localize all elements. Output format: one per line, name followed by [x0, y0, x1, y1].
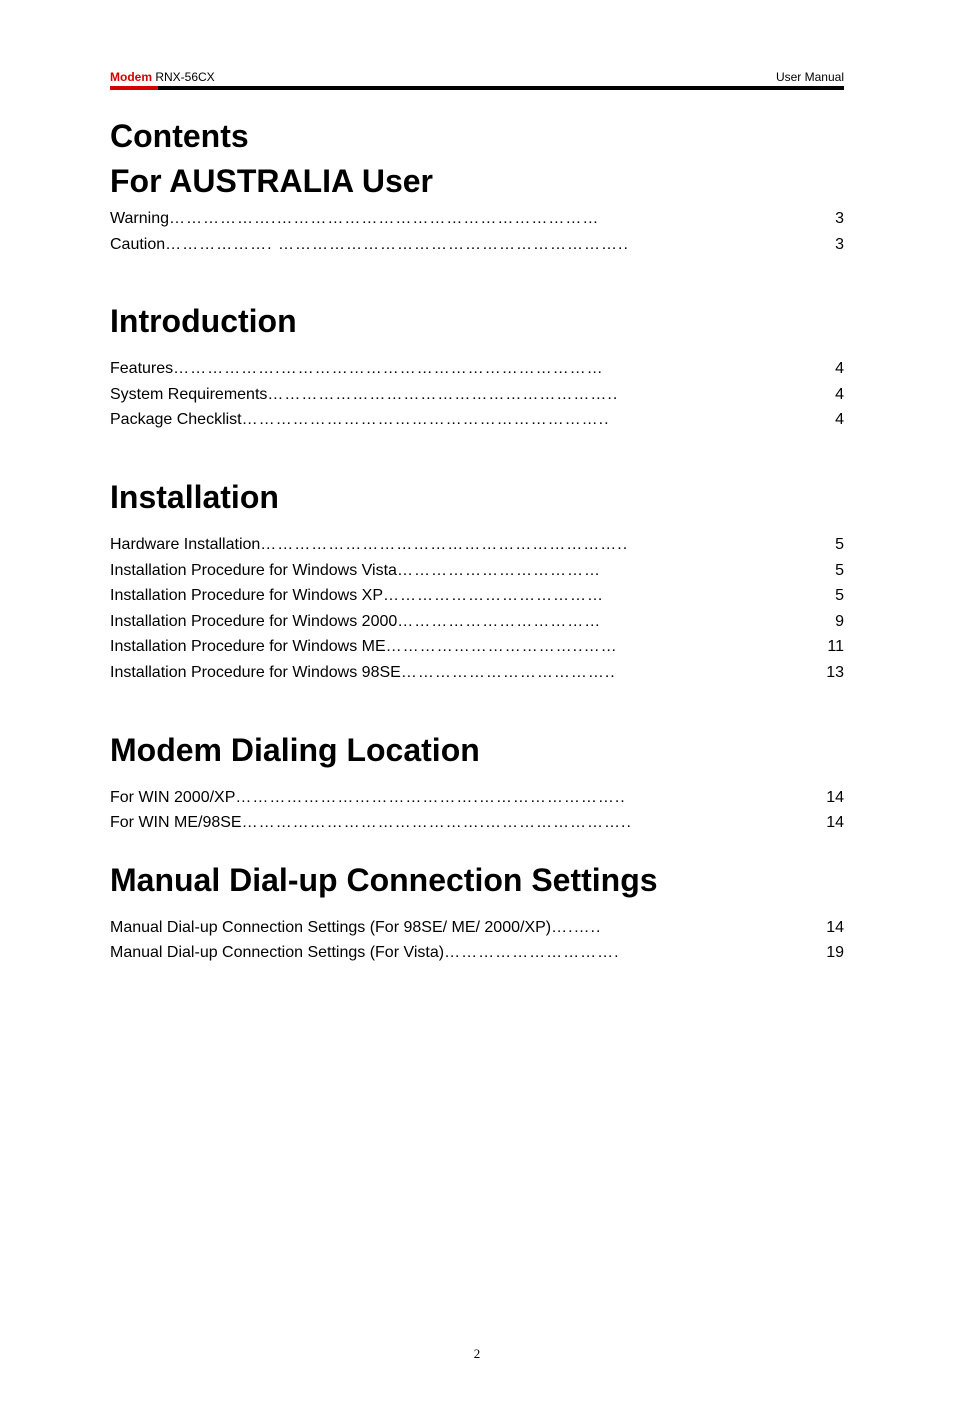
toc-page: 4 — [794, 407, 844, 433]
toc-label: Installation Procedure for Windows 2000 — [110, 609, 397, 635]
toc-leader: ….….. — [551, 915, 794, 941]
toc-page: 14 — [794, 785, 844, 811]
toc-row: Features ……………….…………………………………………………4 — [110, 356, 844, 382]
toc-leader: …………………………………………………….. — [267, 382, 794, 408]
toc-label: Hardware Installation — [110, 532, 260, 558]
toc-leader: ……………………………..…… — [386, 634, 794, 660]
toc-row: For WIN ME/98SE …………………………………….…………………….… — [110, 810, 844, 836]
toc-label: Installation Procedure for Windows Vista — [110, 558, 397, 584]
page-number: 2 — [110, 1346, 844, 1362]
toc-row: Manual Dial-up Connection Settings (For … — [110, 940, 844, 966]
toc-page: 9 — [794, 609, 844, 635]
contents-title: Contents — [110, 118, 844, 155]
toc-label: Manual Dial-up Connection Settings (For … — [110, 915, 551, 941]
section-heading: For AUSTRALIA User — [110, 163, 844, 200]
toc-page: 4 — [794, 382, 844, 408]
header-left: Modem RNX-56CX — [110, 70, 215, 84]
toc-leader: ……………………………………………………….. — [242, 407, 794, 433]
toc-page: 3 — [794, 232, 844, 258]
toc-row: For WIN 2000/XP …………………………………….…………………….… — [110, 785, 844, 811]
section-heading: Modem Dialing Location — [110, 732, 844, 769]
section-heading: Introduction — [110, 303, 844, 340]
header-model: RNX-56CX — [152, 70, 215, 84]
toc-leader: ……………….………………………………………………… — [173, 356, 794, 382]
toc-row: Installation Procedure for Windows Vista… — [110, 558, 844, 584]
toc-leader: …………………………………….…………………….. — [235, 785, 794, 811]
toc-row: Warning ……………….…………………………………………………3 — [110, 206, 844, 232]
toc-leader: …………………………………….…………………….. — [242, 810, 794, 836]
toc-leader: ……………………………………………………….. — [260, 532, 794, 558]
toc-page: 13 — [794, 660, 844, 686]
toc-row: Caution………………. ……………………………………………………..3 — [110, 232, 844, 258]
toc-page: 4 — [794, 356, 844, 382]
toc-label: For WIN ME/98SE — [110, 810, 242, 836]
toc-label: Caution — [110, 232, 165, 258]
toc-label: Features — [110, 356, 173, 382]
toc-label: Package Checklist — [110, 407, 242, 433]
toc-page: 14 — [794, 810, 844, 836]
toc-page: 5 — [794, 532, 844, 558]
toc-label: System Requirements — [110, 382, 267, 408]
page-container: Modem RNX-56CX User Manual Contents For … — [0, 0, 954, 1402]
header-bar: Modem RNX-56CX User Manual — [110, 70, 844, 86]
toc-label: Installation Procedure for Windows XP — [110, 583, 383, 609]
toc-label: Installation Procedure for Windows ME — [110, 634, 386, 660]
toc-leader: ………………………………… — [383, 583, 794, 609]
toc-leader: …………………………. — [444, 940, 794, 966]
header-rule — [110, 86, 844, 90]
section-heading: Manual Dial-up Connection Settings — [110, 862, 844, 899]
section-heading: Installation — [110, 479, 844, 516]
toc-page: 14 — [794, 915, 844, 941]
toc-label: For WIN 2000/XP — [110, 785, 235, 811]
header-brand: Modem — [110, 70, 152, 84]
toc-row: Hardware Installation ………………………………………………… — [110, 532, 844, 558]
toc-leader: ………………. …………………………………………………….. — [165, 232, 794, 258]
toc-label: Warning — [110, 206, 169, 232]
toc-page: 11 — [794, 634, 844, 660]
toc-row: Installation Procedure for Windows 2000…… — [110, 609, 844, 635]
toc-label: Manual Dial-up Connection Settings (For … — [110, 940, 444, 966]
toc-sections: For AUSTRALIA User Warning ……………….…………………… — [110, 163, 844, 966]
toc-page: 3 — [794, 206, 844, 232]
toc-row: Installation Procedure for Windows ME ……… — [110, 634, 844, 660]
toc-page: 19 — [794, 940, 844, 966]
toc-page: 5 — [794, 558, 844, 584]
toc-row: System Requirements ……………………………………………………… — [110, 382, 844, 408]
toc-row: Installation Procedure for Windows 98SE … — [110, 660, 844, 686]
toc-row: Manual Dial-up Connection Settings (For … — [110, 915, 844, 941]
toc-label: Installation Procedure for Windows 98SE — [110, 660, 401, 686]
toc-page: 5 — [794, 583, 844, 609]
toc-leader: ……………………………… — [397, 558, 794, 584]
header-right: User Manual — [776, 70, 844, 84]
toc-row: Package Checklist ……………………………………………………….… — [110, 407, 844, 433]
toc-leader: ……………………………… — [397, 609, 794, 635]
toc-leader: ……………….………………………………………………… — [169, 206, 794, 232]
toc-leader: ……………………………….. — [401, 660, 794, 686]
toc-row: Installation Procedure for Windows XP ……… — [110, 583, 844, 609]
